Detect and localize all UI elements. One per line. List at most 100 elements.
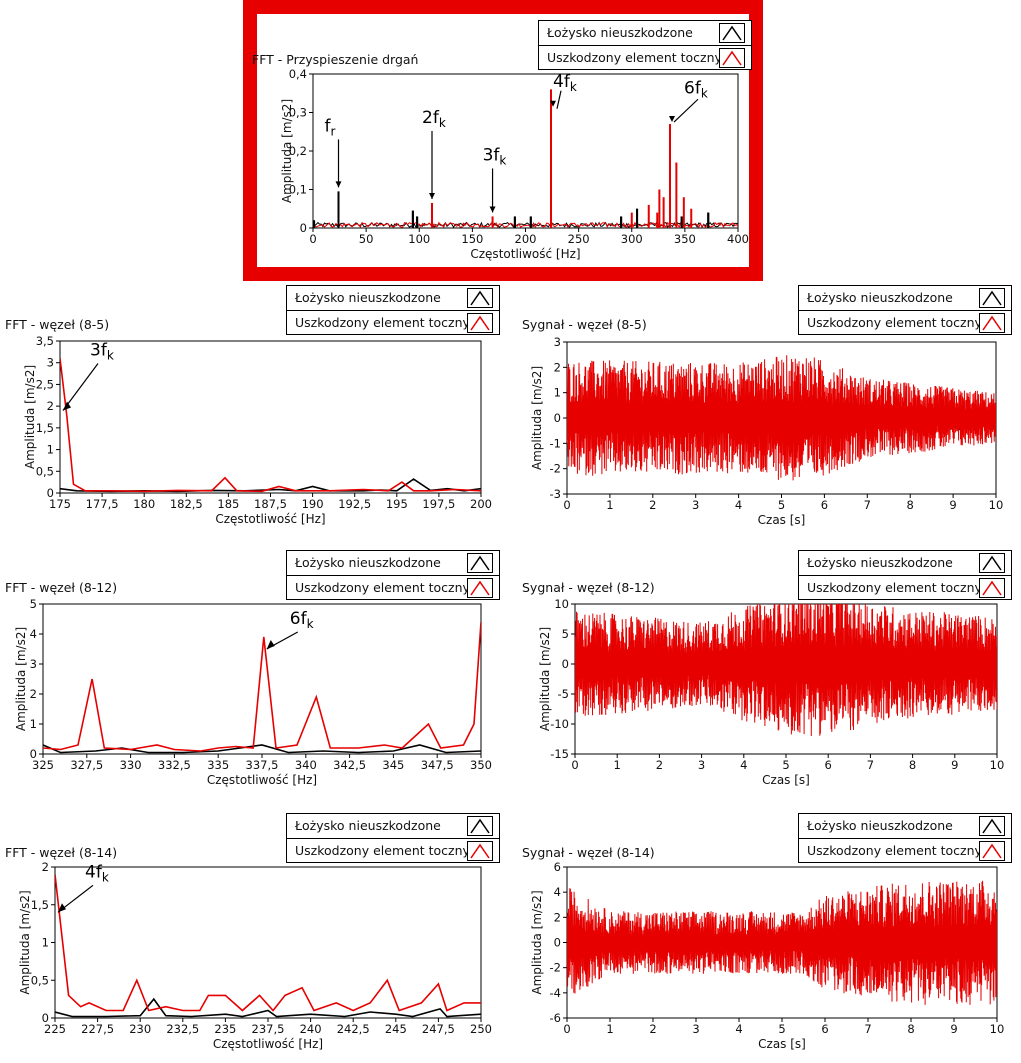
y-axis-label: Amplituda [m/s2]: [530, 366, 544, 470]
legend: Łożysko nieuszkodzone Uszkodzony element …: [798, 285, 1012, 335]
x-tick-label: 230: [129, 1022, 151, 1036]
annotation-sub: k: [701, 86, 708, 100]
x-tick-label: 197,5: [422, 497, 455, 511]
y-tick-label: 0: [554, 411, 561, 425]
x-axis-label: Czas [s]: [762, 773, 810, 787]
y-tick-label: 0: [30, 747, 37, 761]
x-tick-label: 9: [951, 758, 958, 772]
y-tick-label: 4: [30, 627, 37, 641]
y-tick-label: 1,5: [31, 898, 49, 912]
x-tick-label: 1: [606, 1022, 613, 1036]
y-axis-label: Amplituda [m/s2]: [23, 365, 37, 469]
legend-label: Uszkodzony element toczny: [807, 580, 982, 595]
y-tick-label: 0,4: [289, 67, 307, 81]
y-tick-label: 0,3: [289, 106, 307, 120]
x-tick-label: 200: [470, 497, 492, 511]
annotation-arrowhead: [58, 903, 66, 913]
annotation-label: 6fk: [290, 609, 314, 631]
y-tick-label: 1: [47, 443, 54, 457]
annotation-sub: k: [499, 153, 506, 167]
x-tick-label: 0: [571, 758, 578, 772]
legend-label: Łożysko nieuszkodzone: [807, 290, 953, 305]
y-tick-label: 5: [562, 627, 569, 641]
y-tick-label: 0,1: [289, 183, 307, 197]
x-axis-label: Częstotliwość [Hz]: [215, 512, 325, 526]
x-tick-label: 240: [300, 1022, 322, 1036]
x-tick-label: 10: [990, 758, 1005, 772]
legend-entry: Uszkodzony element toczny: [287, 310, 499, 335]
x-tick-label: 185: [217, 497, 239, 511]
series-line: [567, 355, 996, 481]
x-tick-label: 2: [649, 1022, 656, 1036]
legend-label: Uszkodzony element toczny: [547, 50, 722, 65]
legend-entry: Łożysko nieuszkodzone: [287, 551, 499, 575]
legend-label: Łożysko nieuszkodzone: [295, 555, 441, 570]
annotation-arrowhead: [550, 100, 556, 107]
x-tick-label: 300: [621, 232, 643, 246]
x-tick-label: 3: [692, 1022, 699, 1036]
x-axis-label: Czas [s]: [758, 1037, 806, 1051]
legend: Łożysko nieuszkodzone Uszkodzony element …: [798, 813, 1012, 863]
series-line: [567, 880, 997, 1005]
legend-entry: Łożysko nieuszkodzone: [799, 286, 1011, 310]
x-axis-label: Czas [s]: [758, 513, 806, 527]
x-tick-label: 0: [309, 232, 316, 246]
legend-entry: Uszkodzony element toczny: [287, 838, 499, 863]
annotation-arrowhead: [63, 401, 71, 411]
annotation-arrow: [62, 363, 99, 411]
x-tick-label: 2: [649, 498, 656, 512]
annotation-base: 6f: [684, 78, 702, 98]
x-tick-label: 8: [909, 758, 916, 772]
x-tick-label: 327,5: [70, 758, 103, 772]
plot-area: [567, 355, 996, 481]
y-tick-label: 2: [554, 910, 561, 924]
x-tick-label: 3: [692, 498, 699, 512]
y-tick-label: 2,5: [36, 377, 54, 391]
annotation-base: 4f: [85, 862, 103, 882]
legend-label: Łożysko nieuszkodzone: [807, 818, 953, 833]
annotation-label: 4fk: [553, 72, 577, 94]
y-tick-label: 3: [30, 657, 37, 671]
x-tick-label: 250: [568, 232, 590, 246]
x-tick-label: 3: [698, 758, 705, 772]
x-tick-label: 180: [133, 497, 155, 511]
legend-label: Łożysko nieuszkodzone: [547, 25, 693, 40]
series-line: [55, 874, 481, 1012]
x-tick-label: 345: [382, 758, 404, 772]
y-tick-label: -3: [550, 487, 561, 501]
y-tick-label: -4: [550, 986, 561, 1000]
y-tick-label: -15: [550, 747, 569, 761]
legend-swatch-icon: [979, 553, 1005, 573]
legend-swatch-icon: [467, 313, 493, 333]
x-tick-label: 5: [778, 1022, 785, 1036]
legend-entry: Uszkodzony element toczny: [287, 575, 499, 600]
legend-swatch-icon: [719, 48, 745, 68]
x-tick-label: 7: [864, 498, 871, 512]
legend-swatch-icon: [467, 553, 493, 573]
y-tick-label: 3: [47, 356, 54, 370]
y-tick-label: 0: [47, 486, 54, 500]
x-tick-label: 325: [32, 758, 54, 772]
chart-title: FFT - Przyspieszenie drgań: [252, 52, 419, 67]
x-tick-label: 200: [515, 232, 537, 246]
chart-title: Sygnał - węzeł (8-12): [522, 580, 655, 595]
x-tick-label: 332,5: [158, 758, 191, 772]
x-tick-label: 6: [825, 758, 832, 772]
y-tick-label: 0: [554, 936, 561, 950]
plot-frame: [312, 73, 739, 229]
x-tick-label: 50: [359, 232, 374, 246]
annotation-sub: k: [307, 617, 314, 631]
x-tick-label: 9: [949, 498, 956, 512]
legend-label: Łożysko nieuszkodzone: [295, 290, 441, 305]
y-tick-label: 1,5: [36, 421, 54, 435]
y-tick-label: 2: [554, 360, 561, 374]
annotation-arrowhead: [429, 192, 435, 199]
plot-frame: [42, 603, 482, 755]
x-tick-label: 7: [864, 1022, 871, 1036]
legend-label: Uszkodzony element toczny: [807, 843, 982, 858]
x-tick-label: 4: [735, 498, 742, 512]
legend-entry: Łożysko nieuszkodzone: [287, 286, 499, 310]
legend-entry: Łożysko nieuszkodzone: [287, 814, 499, 838]
x-axis-label: Częstotliwość [Hz]: [213, 1037, 323, 1051]
